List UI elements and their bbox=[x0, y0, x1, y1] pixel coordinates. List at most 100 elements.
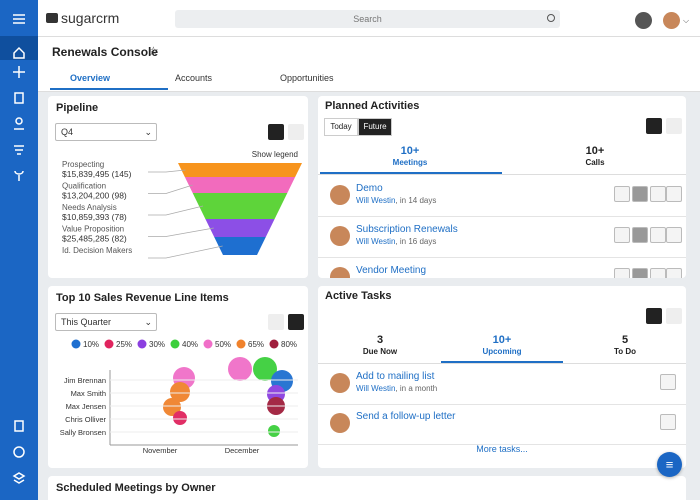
bubble bbox=[170, 382, 190, 402]
filter-button[interactable]: Future bbox=[358, 118, 392, 136]
header bbox=[38, 37, 700, 92]
show-legend[interactable]: Show legend bbox=[251, 150, 298, 159]
tab-label[interactable]: Due Now bbox=[362, 347, 398, 356]
layers-icon[interactable] bbox=[12, 472, 26, 484]
action-button[interactable] bbox=[660, 414, 676, 430]
tab-label[interactable]: Upcoming bbox=[482, 347, 522, 356]
more-tasks[interactable]: More tasks... bbox=[476, 444, 528, 454]
action-button[interactable] bbox=[666, 268, 682, 278]
legend-swatch bbox=[236, 339, 246, 349]
item-title[interactable]: Send a follow-up letter bbox=[356, 411, 456, 422]
period-select[interactable]: This Quarter ⌄ bbox=[55, 313, 157, 331]
leader-line bbox=[148, 227, 214, 237]
team-toggle[interactable] bbox=[288, 314, 304, 330]
avatar bbox=[330, 413, 350, 433]
team-toggle[interactable] bbox=[666, 308, 682, 324]
legend-swatch bbox=[137, 339, 147, 349]
item-meta: Will Westin, in 14 days bbox=[356, 196, 436, 205]
legend-label: 80% bbox=[281, 340, 297, 349]
item-title[interactable]: Subscription Renewals bbox=[356, 224, 458, 235]
due: , in a month bbox=[395, 384, 438, 393]
filter-button[interactable]: Today bbox=[324, 118, 358, 136]
action-button[interactable] bbox=[660, 374, 676, 390]
funnel: Prospecting$15,839,495 (145) Qualificatio… bbox=[62, 160, 302, 259]
tab-count[interactable]: 10+ bbox=[492, 334, 512, 346]
search-box[interactable]: Search bbox=[175, 10, 560, 28]
my-toggle[interactable] bbox=[646, 118, 662, 134]
avatar bbox=[330, 373, 350, 393]
person-label: Jim Brennan bbox=[64, 376, 106, 385]
action-button[interactable] bbox=[666, 227, 682, 243]
home-icon[interactable] bbox=[13, 46, 25, 59]
tab-label[interactable]: Meetings bbox=[392, 158, 428, 167]
user-menu[interactable]: ⌵ bbox=[683, 16, 690, 25]
notifications[interactable] bbox=[635, 12, 652, 29]
tasks-dashlet: Active Tasks 3 Due Now 10+ Upcoming 5 To Do Ad… bbox=[318, 286, 686, 468]
action-button[interactable] bbox=[614, 186, 630, 202]
opps-icon[interactable] bbox=[14, 170, 24, 181]
bubble-chart: 10% 25% 30% 40% 50% 65% 80% Jim Brennan Max Smit… bbox=[60, 339, 298, 455]
tab-label[interactable]: Calls bbox=[585, 158, 605, 167]
accounts-icon[interactable] bbox=[14, 92, 24, 104]
action-button[interactable] bbox=[650, 268, 666, 278]
avatar bbox=[330, 267, 350, 278]
legend-label: 30% bbox=[149, 340, 165, 349]
stage-name: Needs Analysis bbox=[62, 203, 117, 212]
tab-label[interactable]: To Do bbox=[613, 347, 637, 356]
item-title[interactable]: Vendor Meeting bbox=[356, 265, 427, 276]
legend-swatch bbox=[71, 339, 81, 349]
floating-menu[interactable]: ≡ bbox=[657, 452, 682, 477]
tab-divider bbox=[318, 174, 686, 175]
caret: ⌄ bbox=[144, 317, 152, 327]
bubble bbox=[163, 398, 181, 416]
owner[interactable]: Will Westin bbox=[356, 196, 396, 205]
item-title[interactable]: Demo bbox=[356, 183, 383, 194]
action-button[interactable] bbox=[614, 268, 630, 278]
legend-label: 50% bbox=[215, 340, 231, 349]
leader-line bbox=[148, 184, 193, 194]
stage-name: Qualification bbox=[62, 182, 106, 191]
tab[interactable]: Opportunities bbox=[280, 73, 334, 83]
action-button[interactable] bbox=[614, 227, 630, 243]
tab-count[interactable]: 10+ bbox=[585, 145, 605, 157]
logo[interactable]: sugarcrm bbox=[61, 10, 120, 26]
tab-count[interactable]: 3 bbox=[376, 334, 384, 346]
period: This Quarter bbox=[61, 317, 112, 327]
my-toggle[interactable] bbox=[268, 124, 284, 140]
page-title: Renewals Console bbox=[52, 45, 159, 59]
tab-count[interactable]: 10+ bbox=[400, 145, 420, 157]
period-select[interactable]: Q4 ⌄ bbox=[55, 123, 157, 141]
tab-count[interactable]: 5 bbox=[621, 334, 629, 346]
tab[interactable]: Overview bbox=[70, 73, 111, 83]
stage-name: Value Proposition bbox=[62, 225, 124, 234]
due: , in 14 days bbox=[395, 196, 437, 205]
team-toggle[interactable] bbox=[288, 124, 304, 140]
user-avatar[interactable] bbox=[663, 12, 680, 29]
leads-icon[interactable] bbox=[14, 145, 24, 155]
action-button[interactable] bbox=[650, 186, 666, 202]
action-button[interactable] bbox=[666, 186, 682, 202]
stage-value: $10,859,393 (78) bbox=[62, 212, 127, 222]
menu-icon[interactable] bbox=[13, 14, 25, 24]
my-toggle[interactable] bbox=[646, 308, 662, 324]
owner[interactable]: Will Westin bbox=[356, 384, 396, 393]
favorite-star[interactable]: ☆ bbox=[148, 44, 159, 58]
row-divider bbox=[318, 216, 686, 217]
create-icon[interactable] bbox=[13, 66, 25, 78]
action-button[interactable] bbox=[650, 227, 666, 243]
help-icon[interactable] bbox=[13, 446, 25, 458]
team-toggle[interactable] bbox=[666, 118, 682, 134]
person-label: Chris Olliver bbox=[65, 415, 106, 424]
contacts-icon[interactable] bbox=[15, 117, 23, 125]
my-toggle[interactable] bbox=[268, 314, 284, 330]
owner[interactable]: Will Westin bbox=[356, 237, 396, 246]
tab[interactable]: Accounts bbox=[175, 73, 213, 83]
action-button[interactable] bbox=[632, 186, 648, 202]
legend-swatch bbox=[269, 339, 279, 349]
item-title[interactable]: Add to mailing list bbox=[356, 371, 435, 382]
docs-icon[interactable] bbox=[14, 420, 24, 432]
action-button[interactable] bbox=[632, 227, 648, 243]
avatar bbox=[330, 226, 350, 246]
action-button[interactable] bbox=[632, 268, 648, 278]
